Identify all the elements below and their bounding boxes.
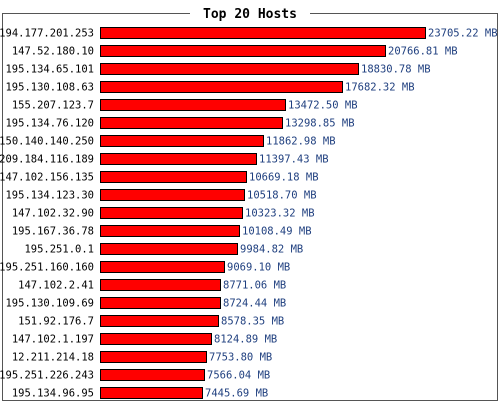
value-label: 7445.69 MB	[205, 388, 268, 400]
bar	[100, 117, 283, 129]
host-label: 147.102.32.90	[12, 208, 94, 220]
bar	[100, 369, 205, 381]
host-label: 147.102.1.197	[12, 334, 94, 346]
bar	[100, 45, 386, 57]
value-label: 13472.50 MB	[288, 100, 358, 112]
value-label: 8124.89 MB	[214, 334, 277, 346]
bar-row: 195.251.160.160 9069.10 MB	[0, 261, 290, 274]
host-label: 12.211.214.18	[12, 352, 94, 364]
bar	[100, 207, 243, 219]
bar	[100, 27, 426, 39]
host-label: 147.102.156.135	[0, 172, 94, 184]
value-label: 20766.81 MB	[388, 46, 458, 58]
bar-row: 195.134.123.30 10518.70 MB	[5, 189, 317, 202]
value-label: 11397.43 MB	[259, 154, 329, 166]
host-label: 147.102.2.41	[18, 280, 94, 292]
value-label: 13298.85 MB	[285, 118, 355, 130]
host-label: 195.134.65.101	[5, 64, 94, 76]
bar-row: 195.130.109.69 8724.44 MB	[5, 297, 286, 310]
bar-row: 12.211.214.18 7753.80 MB	[12, 351, 272, 364]
value-label: 7753.80 MB	[209, 352, 272, 364]
host-label: 195.134.96.95	[12, 388, 94, 400]
host-label: 195.251.226.243	[0, 370, 94, 382]
host-label: 147.52.180.10	[12, 46, 94, 58]
bar-row: 209.184.116.189 11397.43 MB	[0, 153, 329, 166]
bar	[100, 333, 212, 345]
chart-frame	[2, 13, 498, 401]
bar	[100, 387, 203, 399]
bar-row: 195.134.96.95 7445.69 MB	[12, 387, 268, 400]
host-label: 150.140.140.250	[0, 136, 94, 148]
bar-row: 147.52.180.10 20766.81 MB	[12, 45, 458, 58]
bar	[100, 189, 245, 201]
value-label: 9069.10 MB	[227, 262, 290, 274]
host-label: 195.134.123.30	[5, 190, 94, 202]
value-label: 8771.06 MB	[223, 280, 286, 292]
host-label: 195.251.160.160	[0, 262, 94, 274]
bars-layer: 194.177.201.253 23705.22 MB 147.52.180.10 2…	[0, 27, 498, 400]
bar	[100, 297, 221, 309]
bar-row: 195.134.76.120 13298.85 MB	[5, 117, 355, 130]
bar-row: 195.130.108.63 17682.32 MB	[5, 81, 415, 94]
host-label: 195.130.108.63	[5, 82, 94, 94]
host-label: 195.251.0.1	[24, 244, 94, 256]
bar-row: 194.177.201.253 23705.22 MB	[0, 27, 498, 40]
value-label: 18830.78 MB	[361, 64, 431, 76]
bar-row: 195.134.65.101 18830.78 MB	[5, 63, 431, 76]
bar	[100, 171, 247, 183]
bar	[100, 81, 343, 93]
host-label: 195.130.109.69	[5, 298, 94, 310]
host-label: 194.177.201.253	[0, 28, 94, 40]
value-label: 23705.22 MB	[428, 28, 498, 40]
host-label: 155.207.123.7	[12, 100, 94, 112]
value-label: 7566.04 MB	[207, 370, 270, 382]
bar-row: 147.102.2.41 8771.06 MB	[18, 279, 286, 292]
bar-row: 150.140.140.250 11862.98 MB	[0, 135, 336, 148]
value-label: 8578.35 MB	[221, 316, 284, 328]
host-label: 151.92.176.7	[18, 316, 94, 328]
bar	[100, 135, 264, 147]
bar	[100, 261, 225, 273]
host-label: 195.134.76.120	[5, 118, 94, 130]
bar	[100, 225, 240, 237]
chart-title: Top 20 Hosts	[203, 7, 297, 22]
bar-row: 147.102.1.197 8124.89 MB	[12, 333, 277, 346]
bar-row: 195.251.226.243 7566.04 MB	[0, 369, 270, 382]
value-label: 10323.32 MB	[245, 208, 315, 220]
value-label: 10108.49 MB	[242, 226, 312, 238]
host-label: 209.184.116.189	[0, 154, 94, 166]
value-label: 9984.82 MB	[240, 244, 303, 256]
bar	[100, 153, 257, 165]
value-label: 8724.44 MB	[223, 298, 286, 310]
value-label: 17682.32 MB	[345, 82, 415, 94]
bar-row: 147.102.32.90 10323.32 MB	[12, 207, 315, 220]
bar-row: 195.167.36.78 10108.49 MB	[12, 225, 312, 238]
bar-row: 151.92.176.7 8578.35 MB	[18, 315, 284, 328]
bar	[100, 99, 286, 111]
bar	[100, 63, 359, 75]
bar	[100, 243, 238, 255]
bar	[100, 351, 207, 363]
bar-row: 195.251.0.1 9984.82 MB	[24, 243, 303, 256]
bar-row: 147.102.156.135 10669.18 MB	[0, 171, 319, 184]
host-label: 195.167.36.78	[12, 226, 94, 238]
bar	[100, 279, 221, 291]
value-label: 11862.98 MB	[266, 136, 336, 148]
value-label: 10669.18 MB	[249, 172, 319, 184]
bar-row: 155.207.123.7 13472.50 MB	[12, 99, 358, 112]
bar	[100, 315, 219, 327]
value-label: 10518.70 MB	[247, 190, 317, 202]
